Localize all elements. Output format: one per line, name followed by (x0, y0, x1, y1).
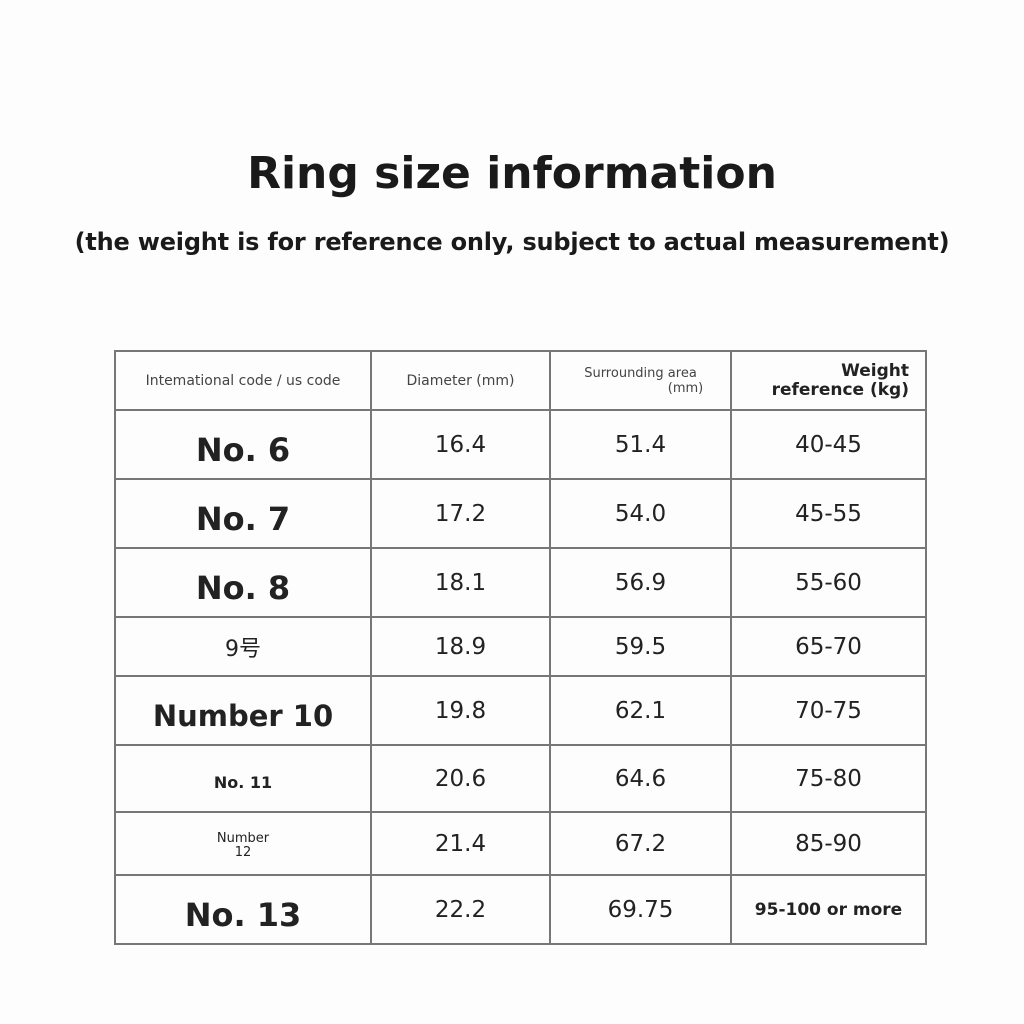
size-code-cell: No. 11 (114, 744, 372, 813)
page-title: Ring size information (247, 148, 777, 199)
size-code-cell: No. 13 (114, 874, 372, 945)
header-diameter: Diameter (mm) (370, 350, 551, 411)
size-code-cell: No. 8 (114, 547, 372, 618)
surrounding-area-cell: 51.4 (549, 409, 732, 480)
diameter-cell: 22.2 (370, 874, 551, 945)
table-row: Number 12 21.4 67.2 85-90 (114, 811, 927, 876)
surrounding-area-cell: 56.9 (549, 547, 732, 618)
surrounding-area-cell: 64.6 (549, 744, 732, 813)
header-surrounding: Surrounding area (mm) (549, 350, 732, 411)
header-weight: Weight reference (kg) (730, 350, 927, 411)
size-code-cell: Number 12 (114, 811, 372, 876)
table-row: No. 7 17.2 54.0 45-55 (114, 478, 927, 549)
weight-reference-cell: 45-55 (730, 478, 927, 549)
table-row: No. 13 22.2 69.75 95-100 or more (114, 874, 927, 945)
table-row: Number 10 19.8 62.1 70-75 (114, 675, 927, 746)
size-code-cell: No. 7 (114, 478, 372, 549)
surrounding-area-cell: 69.75 (549, 874, 732, 945)
header-code: Intemational code / us code (114, 350, 372, 411)
weight-reference-cell: 75-80 (730, 744, 927, 813)
diameter-cell: 21.4 (370, 811, 551, 876)
diameter-cell: 20.6 (370, 744, 551, 813)
weight-reference-cell: 65-70 (730, 616, 927, 677)
table-row: 9号 18.9 59.5 65-70 (114, 616, 927, 677)
weight-reference-cell: 95-100 or more (730, 874, 927, 945)
diameter-cell: 18.1 (370, 547, 551, 618)
size-code-cell: 9号 (114, 616, 372, 677)
size-code-cell: Number 10 (114, 675, 372, 746)
diameter-cell: 17.2 (370, 478, 551, 549)
diameter-cell: 18.9 (370, 616, 551, 677)
surrounding-area-cell: 67.2 (549, 811, 732, 876)
diameter-cell: 16.4 (370, 409, 551, 480)
weight-reference-cell: 55-60 (730, 547, 927, 618)
surrounding-area-cell: 59.5 (549, 616, 732, 677)
ring-size-table: Intemational code / us code Diameter (mm… (114, 350, 927, 945)
table-header-row: Intemational code / us code Diameter (mm… (114, 350, 927, 411)
table-row: No. 8 18.1 56.9 55-60 (114, 547, 927, 618)
diameter-cell: 19.8 (370, 675, 551, 746)
surrounding-area-cell: 62.1 (549, 675, 732, 746)
weight-reference-cell: 40-45 (730, 409, 927, 480)
surrounding-area-cell: 54.0 (549, 478, 732, 549)
table-row: No. 6 16.4 51.4 40-45 (114, 409, 927, 480)
table-row: No. 11 20.6 64.6 75-80 (114, 744, 927, 813)
weight-reference-cell: 70-75 (730, 675, 927, 746)
size-code-cell: No. 6 (114, 409, 372, 480)
weight-reference-cell: 85-90 (730, 811, 927, 876)
page-subtitle: (the weight is for reference only, subje… (74, 228, 950, 256)
